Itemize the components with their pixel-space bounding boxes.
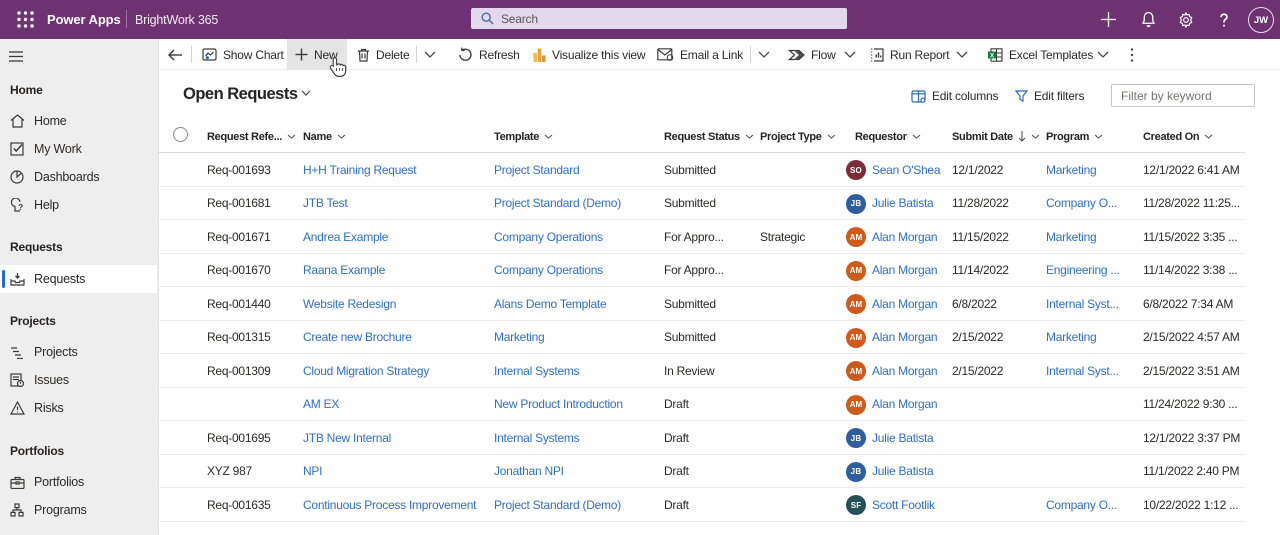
svg-text:X: X	[990, 52, 995, 59]
svg-text:?: ?	[18, 202, 23, 212]
